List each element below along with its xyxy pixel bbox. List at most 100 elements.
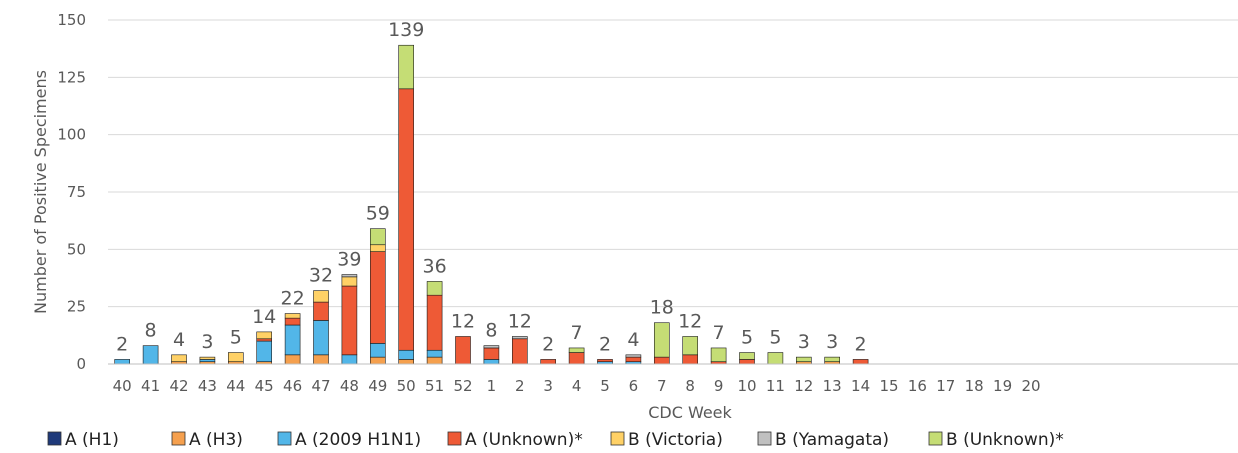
legend: A (H1) A (H3) A (2009 H1N1) A (Unknown)* B (… (47, 430, 1064, 450)
x-tick-label: 41 (141, 377, 160, 395)
x-tick-label: 19 (993, 377, 1012, 395)
total-label: 7 (571, 322, 583, 344)
bar-segment (256, 340, 273, 363)
bar-segment (341, 354, 358, 365)
legend-label: B (Unknown)* (946, 430, 1064, 450)
bar-segment (682, 336, 699, 356)
total-label: 3 (201, 331, 213, 353)
bar-segment (313, 320, 329, 356)
x-tick-label: 50 (397, 377, 416, 395)
bar-segment (341, 285, 358, 356)
x-tick-label: 44 (226, 377, 245, 395)
bar-segment (398, 349, 415, 360)
total-label: 12 (678, 310, 702, 332)
bar-segment (398, 359, 415, 365)
x-tick-label: 14 (851, 377, 870, 395)
bar-segment (767, 352, 784, 365)
total-label: 4 (173, 329, 185, 351)
x-tick-label: 9 (714, 377, 724, 395)
x-tick-label: 43 (198, 377, 217, 395)
legend-label: A (2009 H1N1) (295, 430, 421, 450)
y-tick-label: 150 (57, 11, 86, 29)
total-label: 5 (741, 327, 753, 349)
total-label: 5 (769, 327, 781, 349)
y-tick-label: 50 (67, 240, 86, 258)
y-axis-tick-labels: 0 25 50 75 100 125 150 (57, 11, 86, 373)
x-tick-label: 11 (766, 377, 785, 395)
total-label: 59 (366, 203, 390, 225)
bar-segment (256, 331, 273, 340)
bar-segment (653, 322, 670, 358)
total-label: 3 (826, 331, 838, 353)
bar-segment (171, 354, 187, 363)
bar-segment (284, 354, 301, 365)
x-tick-label: 2 (515, 377, 525, 395)
total-label: 22 (281, 288, 305, 310)
bar-segment (369, 356, 386, 365)
x-tick-label: 12 (794, 377, 813, 395)
x-tick-label: 1 (487, 377, 497, 395)
legend-label: A (H3) (189, 430, 243, 450)
x-axis-tick-labels: 40 41 42 43 44 45 46 47 48 49 50 51 52 1 2 3 4 5 6 7 8 9 10 11 1… (113, 377, 1041, 395)
bar-segment (739, 352, 755, 360)
total-label: 3 (798, 331, 810, 353)
total-label: 4 (627, 329, 639, 351)
bar-segment (426, 294, 443, 351)
total-label: 2 (599, 333, 611, 355)
total-label: 39 (337, 249, 361, 271)
bar-segment (483, 347, 500, 360)
legend-swatch (928, 431, 943, 446)
total-label: 8 (145, 320, 157, 342)
y-tick-label: 0 (76, 355, 86, 373)
bar-segment (483, 359, 500, 365)
bar-segment (625, 356, 642, 363)
bar-segment (398, 88, 415, 351)
bar-segment (682, 354, 699, 365)
bar-segment (313, 354, 329, 365)
bar-segment (284, 313, 301, 319)
bar-segment (426, 356, 443, 365)
bar-segment (369, 251, 386, 344)
bar-segment (398, 44, 415, 90)
x-tick-label: 20 (1021, 377, 1040, 395)
total-label: 5 (230, 327, 242, 349)
bar-segment (568, 352, 585, 365)
legend-label: A (Unknown)* (465, 430, 583, 450)
x-tick-label: 47 (311, 377, 330, 395)
x-tick-label: 6 (629, 377, 639, 395)
total-label: 18 (650, 297, 674, 319)
x-tick-label: 46 (283, 377, 302, 395)
total-label: 2 (116, 333, 128, 355)
bar-segment (341, 276, 358, 287)
total-label: 12 (508, 310, 532, 332)
x-tick-label: 3 (543, 377, 553, 395)
total-label: 7 (713, 322, 725, 344)
x-tick-label: 7 (657, 377, 667, 395)
x-tick-label: 8 (685, 377, 695, 395)
bar-segment (369, 343, 386, 358)
bar-segment (284, 324, 301, 356)
gridlines (108, 19, 1238, 308)
bar-segment (653, 356, 670, 365)
bar-segment (710, 347, 727, 363)
bar-segment (455, 336, 471, 365)
x-tick-label: 52 (453, 377, 472, 395)
legend-swatch (277, 431, 292, 446)
total-label: 139 (388, 19, 424, 41)
x-tick-label: 16 (908, 377, 927, 395)
bar-segment (597, 359, 613, 363)
y-tick-label: 25 (67, 298, 86, 316)
y-tick-label: 100 (57, 126, 86, 144)
bar-segment (256, 338, 273, 342)
y-tick-label: 75 (67, 183, 86, 201)
total-label: 2 (855, 333, 867, 355)
y-tick-label: 125 (57, 68, 86, 86)
x-tick-label: 4 (572, 377, 582, 395)
legend-swatch (447, 431, 462, 446)
bar-segment (568, 347, 585, 353)
total-label: 12 (451, 310, 475, 332)
x-tick-label: 45 (255, 377, 274, 395)
legend-swatch (610, 431, 625, 446)
